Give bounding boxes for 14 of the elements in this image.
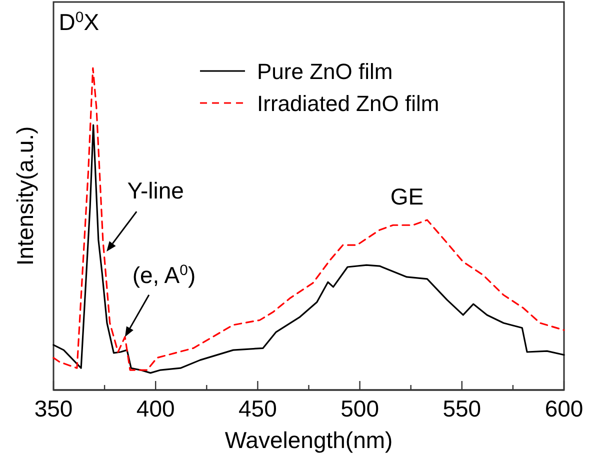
x-tick-label: 500 [340,395,379,422]
x-tick-label: 550 [442,395,482,422]
x-tick-label: 350 [34,395,73,422]
legend-label: Pure ZnO film [257,59,393,84]
y-axis-title: Intensity(a.u.) [12,126,38,266]
annotation: GE [390,183,424,210]
x-tick-label: 400 [136,395,175,422]
annotation: (e, A$^{0}$) [132,261,196,288]
x-tick-label: 600 [544,395,584,422]
x-axis-title: Wavelength(nm) [224,427,393,453]
annotation: D$^{0}$X [58,8,100,35]
annotation: Y-line [127,178,184,204]
x-tick-label: 450 [238,395,277,422]
legend-label: Irradiated ZnO film [257,91,440,116]
